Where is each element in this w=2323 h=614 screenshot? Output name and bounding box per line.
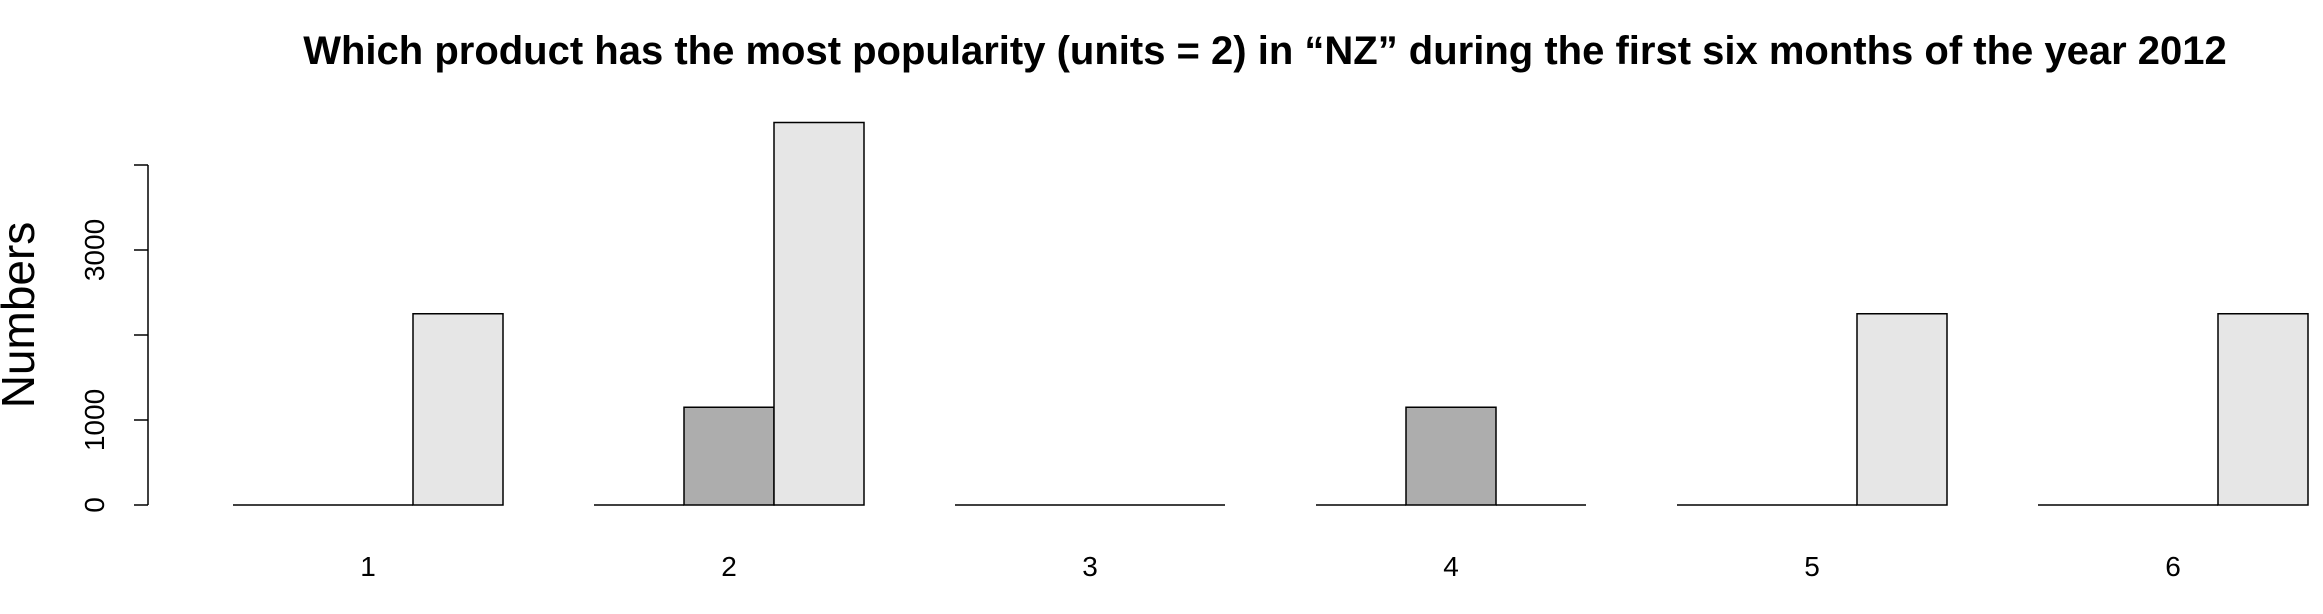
x-axis-labels: 1 2 3 4 5 6 — [360, 551, 2181, 582]
x-tick-label: 2 — [721, 551, 737, 582]
bar — [412, 313, 504, 506]
bar — [2217, 313, 2309, 506]
y-tick-label: 0 — [79, 497, 110, 513]
y-axis-label: Numbers — [0, 222, 44, 409]
bar — [1405, 406, 1497, 506]
x-tick-label: 3 — [1082, 551, 1098, 582]
x-tick-label: 6 — [2165, 551, 2181, 582]
bar — [1856, 313, 1948, 506]
bar-groups — [233, 121, 2309, 506]
bar — [773, 121, 865, 506]
y-tick-label: 3000 — [79, 219, 110, 281]
y-axis-ticks: 0 1000 3000 — [79, 164, 148, 513]
bar — [683, 406, 775, 506]
x-tick-label: 1 — [360, 551, 376, 582]
chart-title: Which product has the most popularity (u… — [303, 29, 2227, 73]
y-tick-label: 1000 — [79, 389, 110, 451]
x-tick-label: 4 — [1443, 551, 1459, 582]
x-tick-label: 5 — [1804, 551, 1820, 582]
